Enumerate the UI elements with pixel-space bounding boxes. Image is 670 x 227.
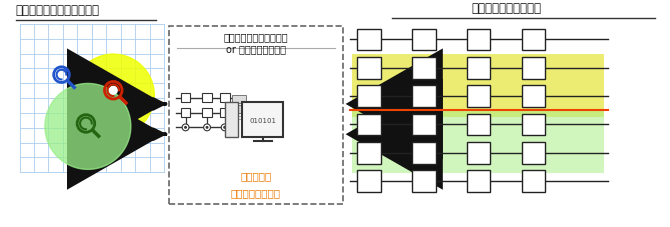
Circle shape xyxy=(109,87,117,95)
Bar xyxy=(412,58,436,79)
Bar xyxy=(220,108,230,117)
Bar xyxy=(412,86,436,107)
Text: 設計する変分量子回路: 設計する変分量子回路 xyxy=(471,2,541,15)
Circle shape xyxy=(184,126,187,129)
Circle shape xyxy=(221,124,228,131)
Bar xyxy=(467,58,490,79)
Text: 巨大量子系のダイナミクス: 巨大量子系のダイナミクス xyxy=(15,4,100,17)
Text: or 古典コンピュータ: or 古典コンピュータ xyxy=(226,44,286,54)
Bar xyxy=(358,142,381,164)
Bar xyxy=(232,105,246,113)
Circle shape xyxy=(45,84,131,170)
Bar xyxy=(412,171,436,192)
Circle shape xyxy=(182,124,189,131)
Bar xyxy=(181,94,190,103)
Text: 小規模量子コンピュータ: 小規模量子コンピュータ xyxy=(224,32,288,42)
Bar xyxy=(467,171,490,192)
Bar xyxy=(412,30,436,51)
Bar xyxy=(202,108,212,117)
Circle shape xyxy=(206,126,208,129)
Bar xyxy=(521,86,545,107)
Bar xyxy=(169,27,343,204)
Bar xyxy=(467,142,490,164)
Bar xyxy=(521,30,545,51)
Bar xyxy=(352,111,604,173)
Bar xyxy=(358,58,381,79)
Circle shape xyxy=(223,126,226,129)
Circle shape xyxy=(204,124,210,131)
Bar xyxy=(358,114,381,136)
Bar xyxy=(224,103,239,138)
Bar xyxy=(243,103,283,138)
Bar xyxy=(232,96,246,104)
Text: 010101: 010101 xyxy=(249,117,276,123)
Bar xyxy=(352,55,604,117)
Circle shape xyxy=(72,55,154,137)
Bar xyxy=(358,86,381,107)
Bar xyxy=(467,114,490,136)
Bar xyxy=(412,114,436,136)
Bar xyxy=(358,171,381,192)
Bar xyxy=(521,58,545,79)
Bar xyxy=(467,30,490,51)
Bar xyxy=(358,30,381,51)
Bar xyxy=(521,142,545,164)
Text: 量子回路の
設計のための計算: 量子回路の 設計のための計算 xyxy=(231,171,281,197)
Bar xyxy=(521,171,545,192)
Bar xyxy=(412,142,436,164)
Bar xyxy=(181,108,190,117)
Bar xyxy=(202,94,212,103)
Bar xyxy=(467,86,490,107)
Bar xyxy=(220,94,230,103)
Bar xyxy=(521,114,545,136)
